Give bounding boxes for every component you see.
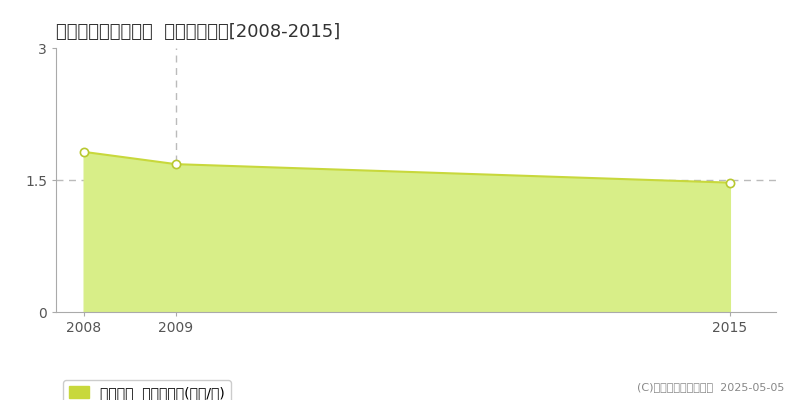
Point	[78, 149, 90, 155]
Point	[170, 161, 182, 167]
Legend: 土地価格  平均坪単価(万円/坪): 土地価格 平均坪単価(万円/坪)	[63, 380, 230, 400]
Point	[723, 180, 736, 186]
Text: (C)土地価格ドットコム  2025-05-05: (C)土地価格ドットコム 2025-05-05	[637, 382, 784, 392]
Text: 苫前郡羽幌町北五条  土地価格推移[2008-2015]: 苫前郡羽幌町北五条 土地価格推移[2008-2015]	[56, 23, 340, 41]
